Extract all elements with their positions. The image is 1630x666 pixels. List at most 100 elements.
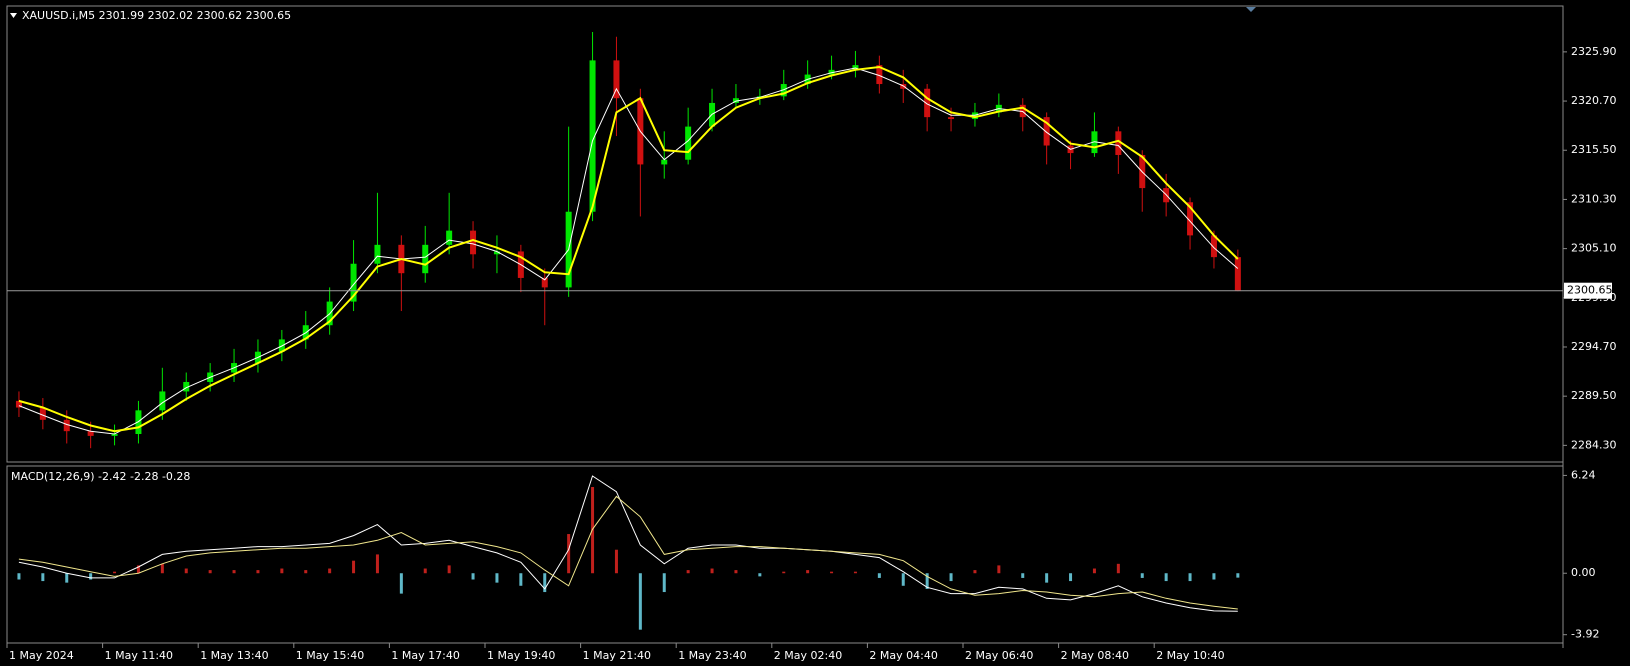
macd-bar xyxy=(686,570,690,574)
candle-body xyxy=(470,230,477,255)
macd-bar xyxy=(160,563,164,574)
x-tick-label: 1 May 11:40 xyxy=(105,649,173,662)
candle-body xyxy=(493,251,500,255)
macd-bar xyxy=(1092,568,1096,574)
candle-body xyxy=(446,230,453,245)
macd-bar xyxy=(41,573,45,582)
candle-body xyxy=(1043,117,1050,146)
main-panel-frame xyxy=(6,5,1564,463)
candle-body xyxy=(350,263,357,302)
macd-bar xyxy=(662,573,666,593)
x-tick-label: 1 May 17:40 xyxy=(391,649,459,662)
candle-body xyxy=(1115,131,1122,155)
macd-bar xyxy=(1116,563,1120,574)
current-price-box xyxy=(1564,282,1612,299)
y-tick-label: 0.00 xyxy=(1571,566,1596,579)
indicator-line xyxy=(18,475,1238,612)
macd-bar xyxy=(782,571,786,574)
y-tick-label: 2305.10 xyxy=(1571,242,1617,255)
macd-bar xyxy=(925,573,929,589)
candle-body xyxy=(1019,104,1026,118)
candle-body xyxy=(111,434,118,436)
macd-bar xyxy=(399,573,403,594)
candle-body xyxy=(924,88,931,118)
macd-bar xyxy=(973,570,977,574)
candle-body xyxy=(422,244,429,274)
macd-bar xyxy=(949,573,953,582)
candle-body xyxy=(876,65,883,85)
macd-bar xyxy=(232,570,236,574)
macd-bar xyxy=(280,568,284,574)
macd-bar xyxy=(1045,573,1049,583)
macd-bar xyxy=(495,573,499,583)
y-tick-label: 2310.30 xyxy=(1571,192,1617,205)
macd-bar xyxy=(638,573,642,630)
candle-body xyxy=(39,407,46,420)
macd-bar xyxy=(328,568,332,574)
macd-bar xyxy=(877,573,881,578)
macd-bar xyxy=(734,570,738,574)
x-tick-label: 1 May 23:40 xyxy=(678,649,746,662)
candle-body xyxy=(1234,257,1241,291)
candle-body xyxy=(1210,235,1217,258)
candle-body xyxy=(87,431,94,436)
x-tick-label: 2 May 02:40 xyxy=(774,649,842,662)
macd-bar xyxy=(1021,573,1025,578)
candle-body xyxy=(183,381,190,392)
candle-body xyxy=(589,60,596,212)
macd-bar xyxy=(113,571,117,574)
x-tick-label: 1 May 21:40 xyxy=(583,649,651,662)
x-tick-label: 1 May 13:40 xyxy=(200,649,268,662)
x-tick-label: 1 May 19:40 xyxy=(487,649,555,662)
main-title: XAUUSD.i,M5 2301.99 2302.02 2300.62 2300… xyxy=(22,9,291,22)
candle-body xyxy=(541,277,548,288)
macd-bar xyxy=(89,573,93,580)
macd-bar xyxy=(543,573,547,593)
macd-bar xyxy=(806,570,810,574)
macd-bar xyxy=(65,573,69,583)
candle-body xyxy=(971,112,978,120)
candle-body xyxy=(159,391,166,411)
macd-bar xyxy=(256,570,260,574)
candle-body xyxy=(1187,202,1194,236)
macd-bar xyxy=(830,571,834,574)
macd-bar xyxy=(853,571,857,574)
macd-title: MACD(12,26,9) -2.42 -2.28 -0.28 xyxy=(11,470,190,483)
macd-bar xyxy=(614,549,618,574)
y-tick-label: 2284.30 xyxy=(1571,438,1617,451)
macd-bar xyxy=(1140,573,1144,578)
candle-body xyxy=(613,60,620,99)
indicator-line xyxy=(18,67,1239,435)
macd-bar xyxy=(1212,573,1216,580)
macd-panel-frame xyxy=(6,465,1564,644)
x-tick-label: 2 May 06:40 xyxy=(965,649,1033,662)
candle-body xyxy=(661,159,668,165)
macd-bar xyxy=(901,573,905,586)
candle-body xyxy=(374,244,381,264)
candle-body xyxy=(685,126,692,160)
candle-body xyxy=(852,65,859,70)
macd-bar xyxy=(423,568,427,574)
y-tick-label: 2294.70 xyxy=(1571,340,1617,353)
macd-bar xyxy=(17,573,21,580)
macd-bar xyxy=(471,573,475,580)
macd-bar xyxy=(447,565,451,574)
indicator-line xyxy=(18,495,1238,610)
macd-bar xyxy=(352,560,356,574)
macd-bar xyxy=(136,565,140,574)
y-tick-label: 2289.50 xyxy=(1571,389,1617,402)
macd-bar xyxy=(208,570,212,574)
x-tick-label: 2 May 10:40 xyxy=(1156,649,1224,662)
indicator-line xyxy=(18,65,1239,433)
candle-body xyxy=(15,400,22,408)
y-tick-label: 2315.50 xyxy=(1571,143,1617,156)
macd-bar xyxy=(1188,573,1192,582)
y-tick-label: 2320.70 xyxy=(1571,94,1617,107)
x-tick-label: 1 May 15:40 xyxy=(296,649,364,662)
macd-bar xyxy=(1069,573,1073,582)
macd-bar xyxy=(997,565,1001,574)
y-tick-label: 6.24 xyxy=(1571,468,1596,481)
macd-bar xyxy=(519,573,523,586)
